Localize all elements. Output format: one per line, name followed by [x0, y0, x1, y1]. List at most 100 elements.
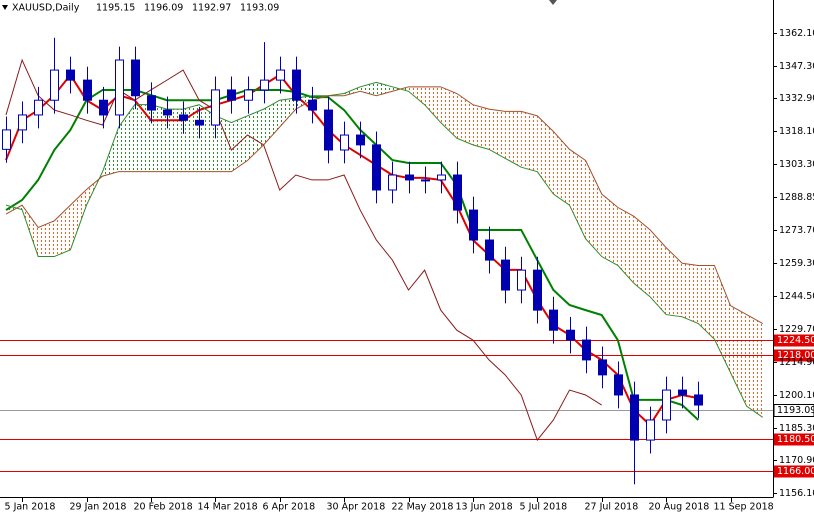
cloud-fill: [134, 104, 151, 172]
cloud-fill: [247, 109, 264, 161]
header-value: 1192.97: [192, 3, 231, 14]
cloud-fill: [601, 194, 618, 266]
candle-body: [115, 59, 124, 116]
level-label: 1166.00: [777, 466, 814, 477]
x-tick-label: 11 Sep 2018: [714, 502, 774, 513]
cloud-fill: [633, 216, 650, 297]
cloud-fill: [263, 100, 280, 145]
shift-marker: [549, 0, 557, 5]
cloud-fill: [231, 115, 248, 172]
candle-body: [227, 89, 236, 101]
candle-body: [405, 174, 414, 181]
cloud-fill: [617, 207, 634, 284]
x-tick-label: 30 Apr 2018: [327, 502, 386, 513]
candle-body: [646, 419, 655, 441]
chart-title: XAUUSD,Daily: [12, 3, 80, 14]
candle-body: [533, 269, 542, 311]
candle-body: [66, 69, 75, 81]
cloud-fill: [150, 104, 167, 172]
candle-body: [18, 114, 27, 131]
cloud-fill: [698, 265, 715, 340]
cloud-fill: [408, 86, 425, 105]
candle-body: [678, 389, 687, 396]
candle-body: [260, 79, 269, 91]
candle-body: [211, 89, 220, 126]
header-value: 1193.09: [240, 3, 279, 14]
x-tick-label: 22 May 2018: [392, 502, 454, 513]
indicator-line: [5, 81, 763, 418]
level-label-box: [774, 465, 814, 478]
candle-body: [517, 269, 526, 291]
candle-body: [614, 374, 623, 396]
candle-body: [469, 209, 478, 241]
y-tick-label: 1362.10: [779, 28, 814, 39]
candle-body: [630, 394, 639, 441]
candle-body: [292, 69, 301, 101]
candle-body: [195, 119, 204, 126]
candle-body: [501, 259, 510, 291]
x-tick-label: 6 Apr 2018: [263, 502, 316, 513]
y-tick-label: 1185.30: [779, 423, 814, 434]
candle-body: [566, 329, 575, 341]
cloud-fill: [569, 149, 586, 239]
candle-body: [324, 109, 333, 151]
cloud-fill: [714, 265, 731, 373]
candle-body: [179, 114, 188, 121]
cloud-fill: [424, 86, 441, 123]
candle-body: [421, 179, 430, 182]
cloud-fill: [682, 263, 699, 324]
cloud-fill: [344, 86, 361, 96]
level-label-box: [774, 334, 814, 347]
x-tick-label: 13 Jun 2018: [456, 502, 513, 513]
indicator-line: [5, 86, 763, 324]
cloud-fill: [167, 109, 184, 172]
header-value: 1196.09: [144, 3, 183, 14]
x-tick-label: 5 Jan 2018: [5, 502, 56, 513]
cloud-fill: [472, 104, 489, 150]
cloud-fill: [38, 220, 55, 257]
cloud-fill: [279, 97, 296, 128]
y-tick-label: 1156.10: [779, 488, 814, 499]
menu-triangle: [2, 5, 8, 10]
candle-body: [582, 339, 591, 361]
candle-body: [50, 69, 59, 101]
candle-body: [549, 309, 558, 331]
cloud-fill: [215, 115, 232, 172]
cloud-fill: [666, 247, 683, 317]
cloud-fill: [537, 115, 554, 194]
candle-body: [131, 59, 140, 97]
cloud-fill: [650, 229, 667, 315]
cloud-fill: [521, 111, 538, 172]
y-tick-label: 1170.90: [779, 455, 814, 466]
candle-body: [356, 134, 365, 146]
level-label: 1224.50: [777, 335, 814, 346]
cloud-fill: [489, 109, 506, 159]
y-tick-label: 1214.90: [779, 357, 814, 368]
y-tick-label: 1318.10: [779, 126, 814, 137]
header-value: 1195.15: [96, 3, 135, 14]
candle-body: [2, 129, 11, 150]
cloud-fill: [505, 111, 522, 168]
level-label: 1218.00: [777, 350, 814, 361]
candle-body: [276, 69, 285, 81]
indicator-line: [5, 58, 602, 442]
candle-body: [147, 95, 156, 111]
level-label-box: [774, 433, 814, 446]
y-tick-label: 1303.30: [779, 159, 814, 170]
candle-body: [453, 174, 462, 211]
candle-body: [662, 389, 671, 421]
y-tick-label: 1200.10: [779, 390, 814, 401]
candle-body: [485, 239, 494, 261]
cloud-fill: [70, 189, 87, 250]
cloud-fill: [746, 314, 763, 418]
x-tick-label: 20 Feb 2018: [134, 502, 193, 513]
last-price-box: [773, 404, 814, 417]
y-tick-label: 1347.30: [779, 61, 814, 72]
cloud-fill: [553, 131, 570, 206]
candle-body: [99, 99, 108, 116]
level-label: 1180.50: [777, 434, 814, 445]
level-label-box: [774, 349, 814, 362]
y-tick-label: 1244.50: [779, 291, 814, 302]
candle-body: [308, 99, 317, 111]
